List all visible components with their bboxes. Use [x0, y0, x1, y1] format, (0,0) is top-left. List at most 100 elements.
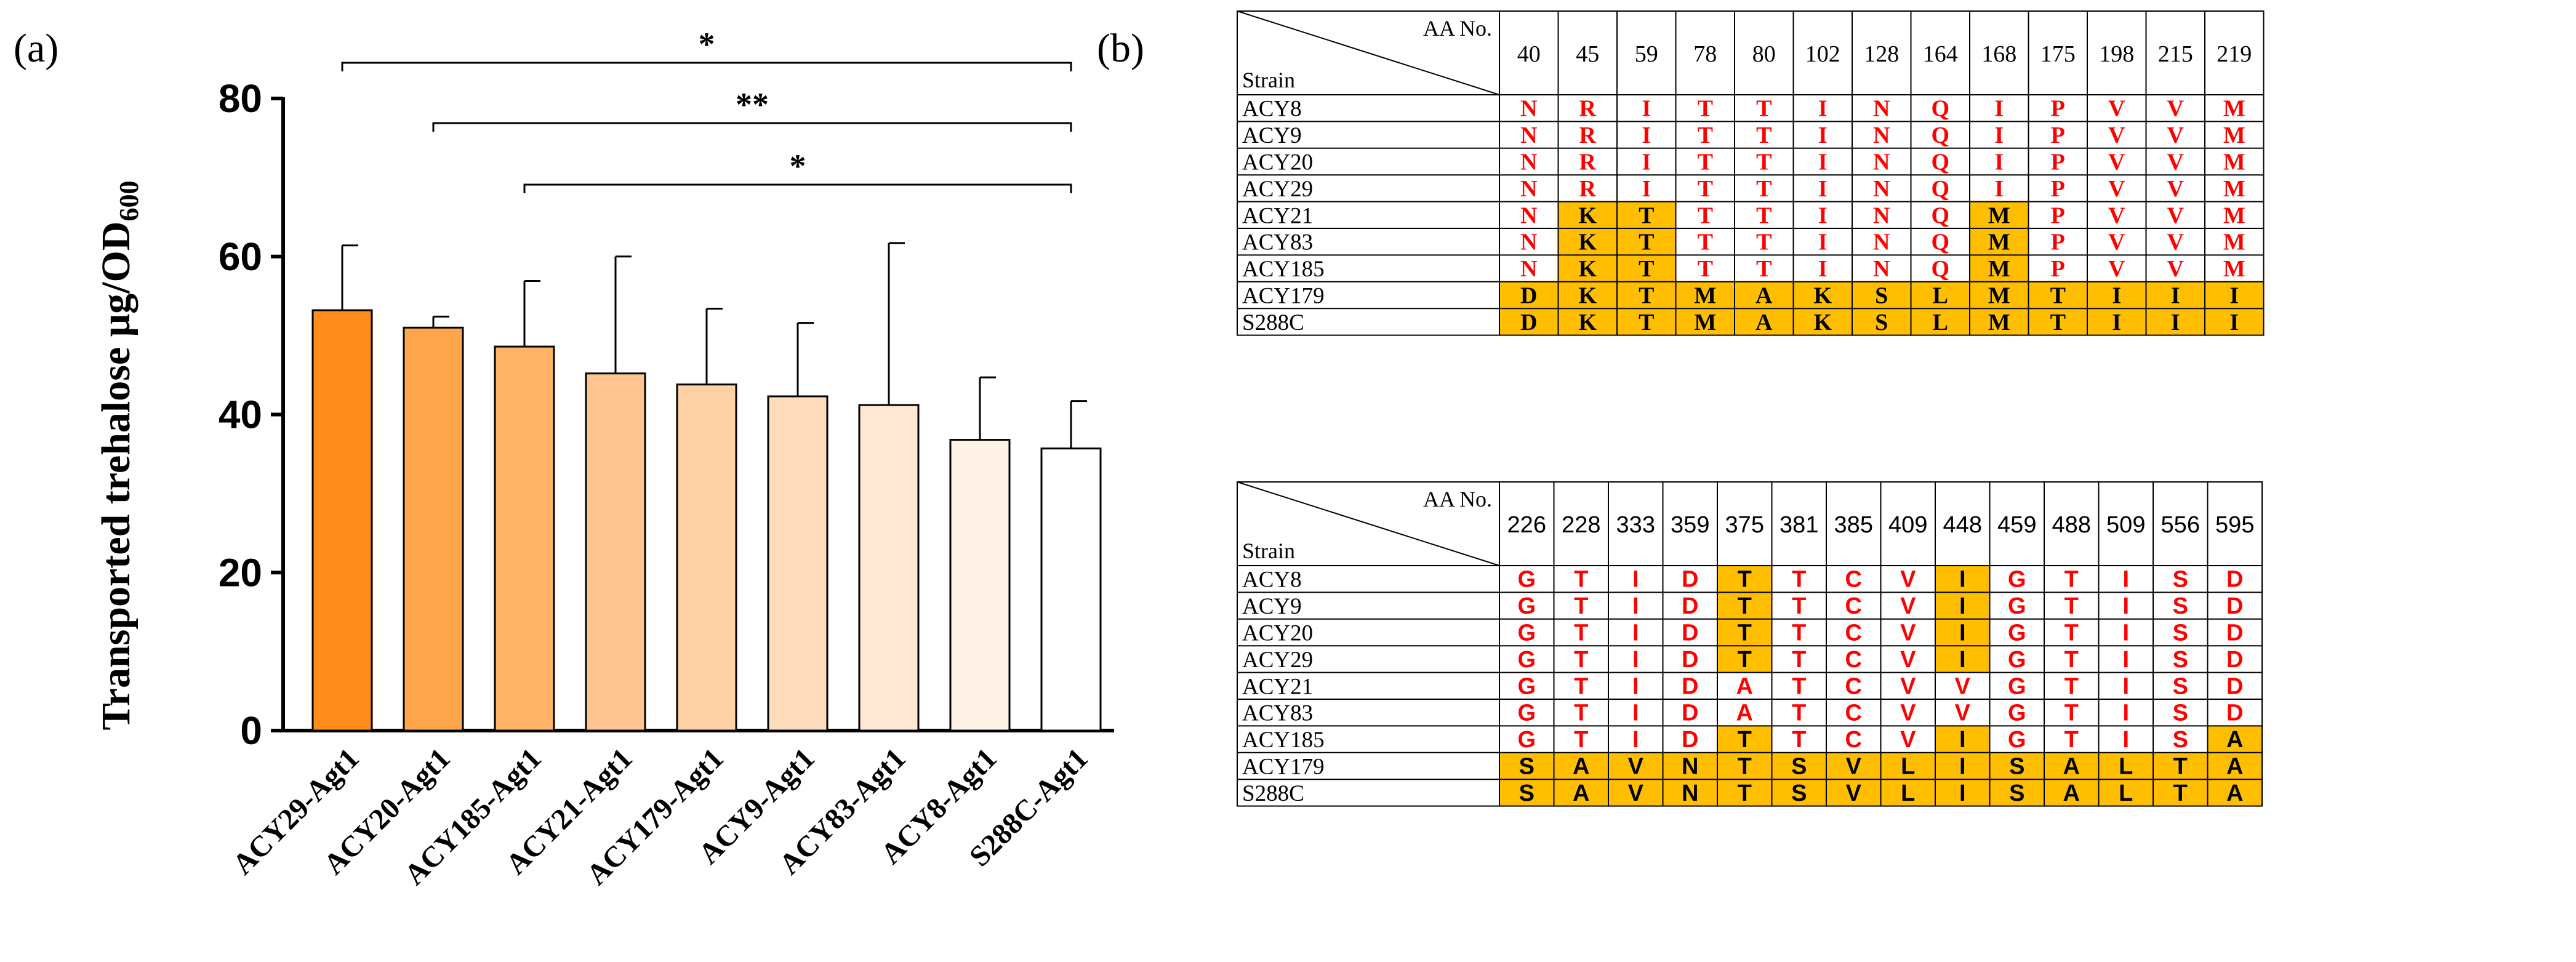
highlight-cell	[1717, 592, 1772, 619]
residue: I	[1959, 780, 1966, 806]
residue: I	[1994, 122, 2004, 148]
residue: V	[2167, 122, 2185, 148]
highlight-cell	[1617, 228, 1676, 255]
header-strain: Strain	[1242, 539, 1295, 563]
residue: T	[1574, 567, 1588, 593]
residue: D	[1682, 620, 1698, 646]
residue: A	[1755, 310, 1773, 335]
residue: Q	[1931, 230, 1949, 255]
residue: V	[1900, 647, 1916, 673]
residue: V	[2108, 256, 2125, 282]
bar-chart: Transported trehalose μg/OD600 0 20 40 60 80…	[94, 26, 1114, 891]
highlight-cell	[1793, 308, 1852, 335]
position-label: 45	[1576, 41, 1599, 67]
significance-bracket	[523, 183, 1072, 193]
residue: I	[1642, 176, 1651, 202]
highlight-cell	[1826, 779, 1881, 806]
position-label: 78	[1693, 41, 1717, 67]
residue: A	[2226, 780, 2243, 806]
residue: T	[1738, 780, 1752, 806]
strain-label: ACY20	[1242, 150, 1313, 175]
residue: I	[2122, 700, 2129, 726]
significance-label: *	[790, 148, 806, 185]
table-border	[1237, 481, 2263, 807]
residue: I	[2229, 310, 2239, 335]
residue: N	[1682, 754, 1698, 780]
residue: I	[2122, 620, 2129, 646]
residue: G	[2008, 593, 2026, 619]
highlight-cell	[1935, 619, 1990, 646]
residue: V	[2108, 96, 2125, 122]
residue: I	[1818, 96, 1828, 122]
residue: T	[2050, 283, 2066, 309]
highlight-cell	[1880, 752, 1935, 780]
position-label: 40	[1517, 41, 1541, 67]
position-label: 164	[1923, 41, 1958, 67]
residue: I	[2171, 283, 2180, 309]
residue: I	[2122, 567, 2129, 593]
residue: M	[1988, 310, 2010, 335]
residue: V	[1955, 673, 1971, 699]
residue: S	[1875, 310, 1888, 335]
significance-bracket	[432, 122, 1072, 132]
residue: I	[2229, 283, 2239, 309]
residue: S	[1519, 754, 1535, 780]
position-label: 359	[1671, 512, 1709, 538]
residue: S	[2009, 780, 2024, 806]
highlight-cell	[1970, 255, 2029, 282]
residue: S	[2173, 673, 2188, 699]
bar	[403, 326, 464, 732]
residue: C	[1845, 700, 1862, 726]
residue: D	[1682, 593, 1698, 619]
residue: N	[1873, 150, 1890, 175]
highlight-cell	[1608, 752, 1663, 780]
highlight-cell	[1558, 228, 1617, 255]
position-label: 556	[2161, 512, 2200, 538]
bar	[949, 439, 1011, 732]
highlight-cell	[1554, 752, 1608, 780]
header-aa-no: AA No.	[1423, 487, 1492, 511]
residue: P	[2051, 122, 2065, 148]
residue: T	[1756, 202, 1772, 228]
highlight-cell	[1911, 281, 1970, 309]
residue: G	[1517, 673, 1536, 699]
residue: V	[2108, 122, 2125, 148]
residue: T	[1574, 727, 1588, 753]
residue: S	[2173, 593, 2188, 619]
panel-label-a: (a)	[14, 26, 58, 71]
highlight-cell	[1558, 281, 1617, 309]
residue: S	[2173, 567, 2188, 593]
residue: T	[1792, 700, 1806, 726]
residue: N	[1520, 230, 1537, 255]
residue: C	[1845, 593, 1862, 619]
residue: P	[2051, 176, 2065, 202]
strain-label: ACY21	[1242, 674, 1313, 699]
highlight-cell	[1558, 255, 1617, 282]
residue: V	[2167, 256, 2185, 282]
highlight-cell	[1935, 752, 1990, 780]
highlight-cell	[1717, 619, 1772, 646]
residue: P	[2051, 230, 2065, 255]
highlight-cell	[1970, 281, 2029, 309]
residue: G	[1517, 620, 1536, 646]
y-tick-label: 60	[219, 234, 262, 279]
residue: Q	[1931, 256, 1949, 282]
residue: N	[1873, 96, 1890, 122]
residue: V	[2108, 230, 2125, 255]
residue: G	[1517, 647, 1536, 673]
residue: V	[1900, 673, 1916, 699]
residue: K	[1813, 310, 1832, 335]
position-label: 219	[2217, 41, 2252, 67]
residue: I	[1818, 176, 1828, 202]
highlight-cell	[2044, 779, 2099, 806]
residue: I	[1818, 202, 1828, 228]
residue: T	[1792, 647, 1806, 673]
highlight-cell	[1554, 779, 1608, 806]
highlight-cell	[1663, 779, 1717, 806]
residue: N	[1520, 176, 1537, 202]
residue: D	[2226, 593, 2243, 619]
residue: N	[1520, 256, 1537, 282]
residue: V	[2108, 176, 2125, 202]
residue: T	[2064, 647, 2079, 673]
residue: T	[1574, 700, 1588, 726]
